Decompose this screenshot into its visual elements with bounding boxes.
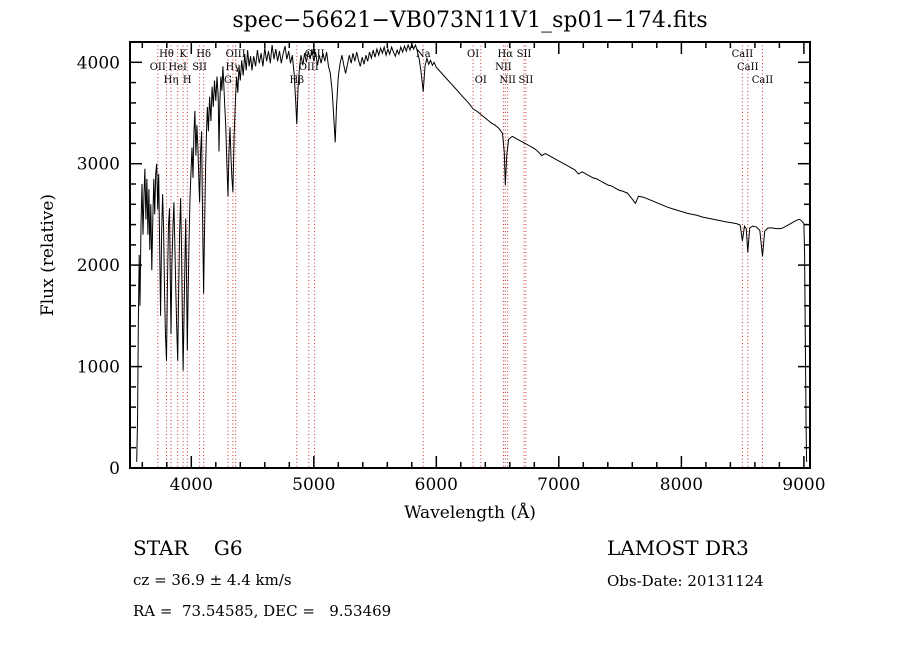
- x-tick-label: 5000: [292, 475, 335, 495]
- spectral-line-label: Hα: [498, 49, 514, 60]
- axis-ticks: [130, 42, 810, 469]
- y-tick-label: 0: [109, 459, 120, 479]
- spectral-line-label: OI: [467, 49, 479, 60]
- spectral-line-label: K: [179, 49, 187, 60]
- spectral-line-label: H: [183, 75, 192, 86]
- spectral-line-label: OII: [150, 62, 166, 73]
- x-axis-label: Wavelength (Å): [404, 503, 536, 523]
- spectral-line-label: NII: [495, 62, 512, 73]
- spectral-line-label: OIII: [226, 49, 246, 60]
- spectrum-trace: [136, 42, 808, 462]
- spectral-line-label: Hη: [164, 75, 179, 86]
- spectral-line-label: NII: [499, 75, 516, 86]
- spectral-line-label: SII: [517, 49, 532, 60]
- spectral-line-label: OIII: [305, 49, 325, 60]
- spectral-line-label: Na: [416, 49, 431, 60]
- x-tick-label: 4000: [170, 475, 213, 495]
- spectral-line-label: SII: [519, 75, 534, 86]
- spectral-line-label: OI: [475, 75, 487, 86]
- y-tick-label: 2000: [77, 256, 120, 276]
- y-tick-label: 3000: [77, 155, 120, 175]
- spectral-line-label: HeI: [168, 62, 187, 73]
- spectral-line-label: Hγ: [226, 62, 241, 73]
- spectral-line-label: Hδ: [196, 49, 211, 60]
- plot-frame: [129, 41, 811, 469]
- spectral-line-markers: [157, 42, 763, 468]
- x-tick-label: 7000: [537, 475, 580, 495]
- y-tick-label: 1000: [77, 358, 120, 378]
- spectral-line-label: CaII: [732, 49, 754, 60]
- radial-velocity-text: cz = 36.9 ± 4.4 km/s: [133, 571, 292, 589]
- survey-release-text: LAMOST DR3: [607, 536, 749, 560]
- spectral-line-label: Hβ: [290, 75, 305, 86]
- x-tick-label: 8000: [660, 475, 703, 495]
- x-tick-label: 9000: [782, 475, 825, 495]
- spectral-line-label: CaII: [752, 75, 774, 86]
- coordinates-text: RA = 73.54585, DEC = 9.53469: [133, 602, 392, 620]
- y-tick-label: 4000: [77, 53, 120, 73]
- spectral-line-label: CaII: [737, 62, 759, 73]
- object-class-text: STAR G6: [133, 536, 243, 560]
- tick-labels: 4000 5000 6000 7000 8000 9000 0 1000 2000 3000 400…: [77, 53, 826, 495]
- plot-title: spec−56621−VB073N11V1_sp01−174.fits: [232, 8, 708, 33]
- spectral-line-label: G: [224, 75, 232, 86]
- y-axis-label: Flux (relative): [38, 193, 58, 317]
- x-tick-label: 6000: [415, 475, 458, 495]
- spectral-line-label: SII: [192, 62, 207, 73]
- spectral-line-label: OIII: [299, 62, 319, 73]
- spectral-line-label: Hθ: [159, 49, 174, 60]
- obs-date-text: Obs-Date: 20131124: [607, 572, 764, 590]
